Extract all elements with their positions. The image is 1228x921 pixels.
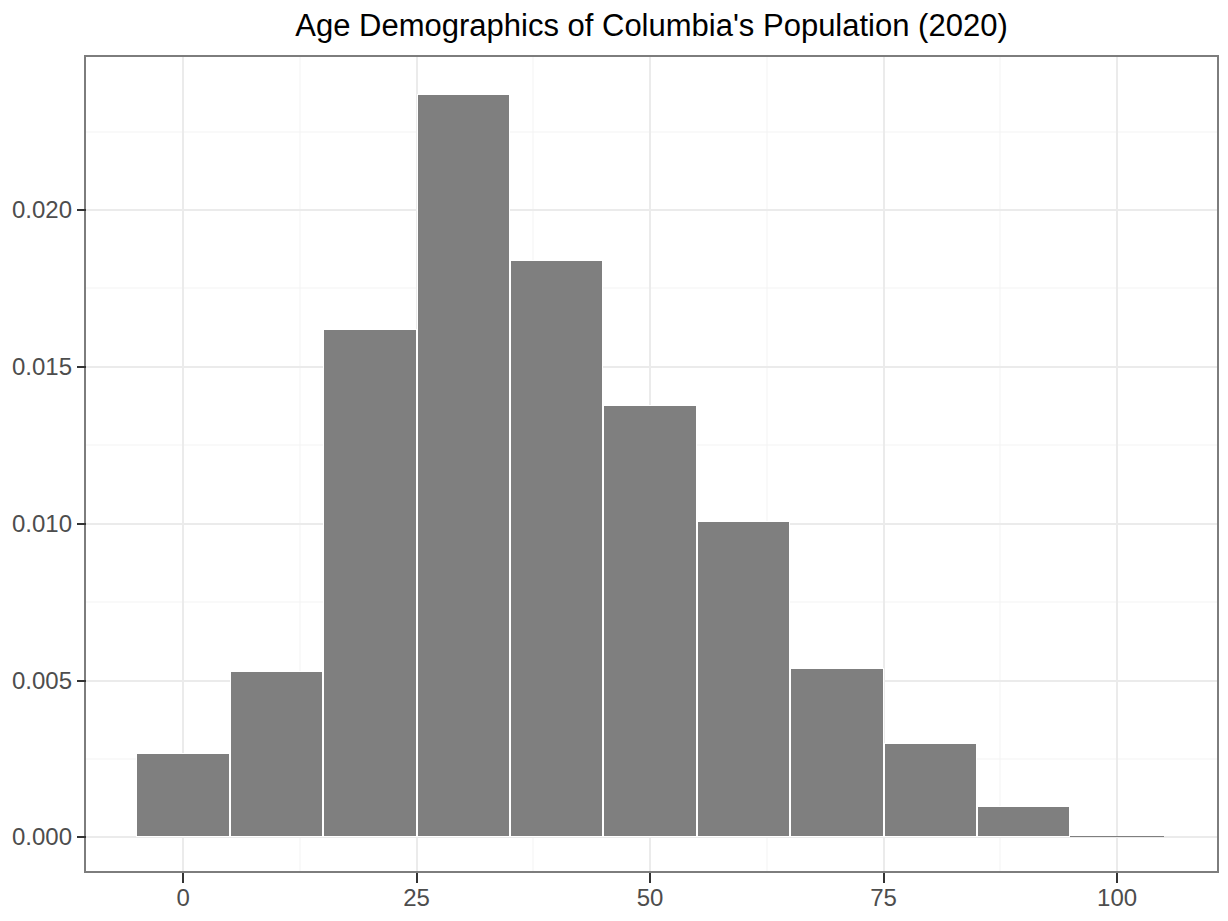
x-axis-tick-label: 25: [372, 886, 462, 910]
y-axis-tick-label: 0.005: [0, 669, 72, 693]
y-major-gridline: [86, 209, 1217, 211]
y-minor-gridline: [86, 131, 1217, 132]
y-major-gridline: [86, 366, 1217, 368]
y-axis-tick: [77, 209, 86, 211]
x-major-gridline: [182, 57, 184, 871]
y-axis-tick: [77, 523, 86, 525]
y-minor-gridline: [86, 288, 1217, 289]
histogram-bar: [790, 668, 883, 837]
y-axis-tick: [77, 680, 86, 682]
x-axis-tick-label: 0: [138, 886, 228, 910]
x-axis-tick: [416, 873, 418, 883]
x-major-gridline: [1116, 57, 1118, 871]
plot-area: [86, 57, 1217, 871]
histogram-bar: [603, 405, 696, 838]
age-histogram-figure: Age Demographics of Columbia's Populatio…: [0, 0, 1228, 921]
x-axis-tick-label: 50: [605, 886, 695, 910]
y-axis-tick: [77, 836, 86, 838]
x-axis-tick: [649, 873, 651, 883]
histogram-bar: [230, 671, 323, 837]
y-axis-tick-label: 0.010: [0, 512, 72, 536]
y-axis-tick-label: 0.020: [0, 198, 72, 222]
y-axis-tick: [77, 366, 86, 368]
histogram-bar: [417, 94, 510, 837]
x-axis-tick: [1116, 873, 1118, 883]
histogram-bar: [136, 753, 229, 838]
x-axis-tick: [182, 873, 184, 883]
chart-title: Age Demographics of Columbia's Populatio…: [84, 8, 1219, 44]
x-axis-tick-label: 100: [1072, 886, 1162, 910]
x-axis-tick-label: 75: [839, 886, 929, 910]
x-axis-tick: [883, 873, 885, 883]
histogram-bar: [1070, 836, 1163, 838]
histogram-bar: [977, 806, 1070, 837]
y-axis-tick-label: 0.015: [0, 355, 72, 379]
histogram-bar: [323, 329, 416, 837]
histogram-bar: [884, 743, 977, 837]
plot-panel: [84, 55, 1219, 873]
x-minor-gridline: [1000, 57, 1001, 871]
y-axis-tick-label: 0.000: [0, 825, 72, 849]
histogram-bar: [697, 521, 790, 838]
histogram-bar: [510, 260, 603, 837]
